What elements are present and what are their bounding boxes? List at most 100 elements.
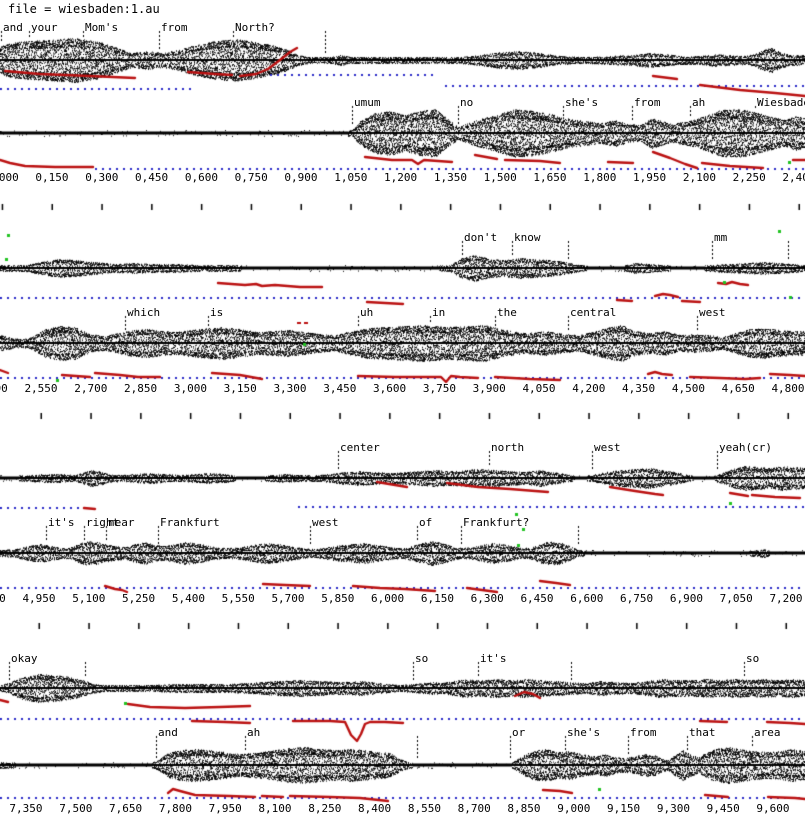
time-tick-label: 6,600 <box>570 592 604 605</box>
word-label: north <box>491 441 525 454</box>
time-tick-label: 9,300 <box>656 802 690 815</box>
time-tick-label: 6,450 <box>520 592 554 605</box>
time-tick-label: 4,800 <box>0 592 6 605</box>
time-tick-label: 3,600 <box>373 382 407 395</box>
time-tick-label: 4,200 <box>572 382 606 395</box>
word-label: no <box>460 96 474 109</box>
word-label: is <box>210 306 224 319</box>
time-tick-label: 2,250 <box>732 171 766 184</box>
word-label: center <box>340 441 380 454</box>
word-label: mm <box>714 231 728 244</box>
time-tick-label: 2,400 <box>0 382 8 395</box>
file-label: file = wiesbaden:1.au <box>8 2 160 16</box>
time-tick-label: 2,550 <box>24 382 58 395</box>
word-label: she's <box>567 726 601 739</box>
time-tick-label: 4,800 <box>771 382 805 395</box>
word-label: Mom's <box>85 21 119 34</box>
word-label: area <box>754 726 781 739</box>
time-tick-label: 6,300 <box>470 592 504 605</box>
time-tick-label: 1,350 <box>433 171 467 184</box>
time-tick-label: 0,750 <box>234 171 268 184</box>
word-label: so <box>415 652 429 665</box>
time-tick-label: 1,500 <box>483 171 517 184</box>
time-tick-label: 3,450 <box>323 382 357 395</box>
time-tick-label: 4,350 <box>622 382 656 395</box>
time-tick-label: 4,950 <box>22 592 56 605</box>
time-tick-label: 3,900 <box>472 382 506 395</box>
time-tick-label: 1,050 <box>334 171 368 184</box>
time-tick-label: 9,450 <box>706 802 740 815</box>
time-tick-label: 2,850 <box>124 382 158 395</box>
word-label: uh <box>360 306 374 319</box>
time-tick-label: 5,700 <box>271 592 305 605</box>
time-tick-label: 0,600 <box>184 171 218 184</box>
word-label: know <box>514 231 541 244</box>
time-tick-label: 7,800 <box>158 802 192 815</box>
time-tick-label: 6,900 <box>669 592 703 605</box>
word-label: umum <box>354 96 381 109</box>
word-label: it's <box>48 516 75 529</box>
time-tick-label: 7,050 <box>719 592 753 605</box>
word-label: west <box>699 306 726 319</box>
time-tick-label: 3,150 <box>223 382 257 395</box>
word-label: the <box>497 306 517 319</box>
time-tick-label: 8,400 <box>358 802 392 815</box>
word-label: that <box>689 726 716 739</box>
time-tick-label: 1,200 <box>384 171 418 184</box>
word-label: Frankfurt <box>160 516 220 529</box>
word-label: and <box>3 21 23 34</box>
time-tick-label: 1,650 <box>533 171 567 184</box>
word-label: so <box>746 652 760 665</box>
time-tick-label: 1,950 <box>633 171 667 184</box>
time-tick-label: 3,750 <box>422 382 456 395</box>
time-tick-label: 8,700 <box>457 802 491 815</box>
time-tick-label: 6,000 <box>371 592 405 605</box>
word-label: central <box>570 306 617 319</box>
time-tick-label: 5,100 <box>72 592 106 605</box>
time-tick-label: 7,650 <box>109 802 143 815</box>
time-tick-label: 5,550 <box>221 592 255 605</box>
time-tick-label: 0,150 <box>35 171 69 184</box>
time-tick-label: 3,000 <box>173 382 207 395</box>
word-label: don't <box>464 231 498 244</box>
time-tick-label: 9,000 <box>557 802 591 815</box>
word-label: North? <box>235 21 275 34</box>
time-tick-label: 1,800 <box>583 171 617 184</box>
time-tick-label: 3,300 <box>273 382 307 395</box>
time-tick-label: 9,600 <box>756 802 790 815</box>
word-label: west <box>312 516 339 529</box>
time-tick-label: 2,400 <box>782 171 805 184</box>
time-tick-label: 5,400 <box>171 592 205 605</box>
time-tick-label: 4,050 <box>522 382 556 395</box>
time-tick-label: 6,150 <box>420 592 454 605</box>
time-tick-label: 7,500 <box>59 802 93 815</box>
word-label: your <box>31 21 58 34</box>
word-label: west <box>594 441 621 454</box>
word-label: it's <box>480 652 507 665</box>
time-tick-label: 2,100 <box>682 171 716 184</box>
word-label: from <box>634 96 661 109</box>
time-tick-label: 7,200 <box>769 592 803 605</box>
time-tick-label: 2,700 <box>74 382 108 395</box>
time-tick-label: 0,000 <box>0 171 19 184</box>
word-label: Frankfurt? <box>463 516 530 529</box>
word-label: yeah(cr) <box>719 441 772 454</box>
time-tick-label: 9,150 <box>607 802 641 815</box>
time-tick-label: 5,850 <box>321 592 355 605</box>
word-label: okay <box>11 652 38 665</box>
word-label: ah <box>692 96 706 109</box>
word-label: which <box>127 306 161 319</box>
time-tick-label: 0,300 <box>85 171 119 184</box>
time-tick-label: 7,950 <box>208 802 242 815</box>
time-tick-label: 8,850 <box>507 802 541 815</box>
word-label: from <box>630 726 657 739</box>
time-tick-label: 0,450 <box>135 171 169 184</box>
word-label: she's <box>565 96 599 109</box>
word-label: ah <box>247 726 261 739</box>
word-label: in <box>432 306 446 319</box>
time-tick-label: 6,750 <box>620 592 654 605</box>
time-tick-label: 4,650 <box>721 382 755 395</box>
time-tick-label: 5,250 <box>122 592 156 605</box>
